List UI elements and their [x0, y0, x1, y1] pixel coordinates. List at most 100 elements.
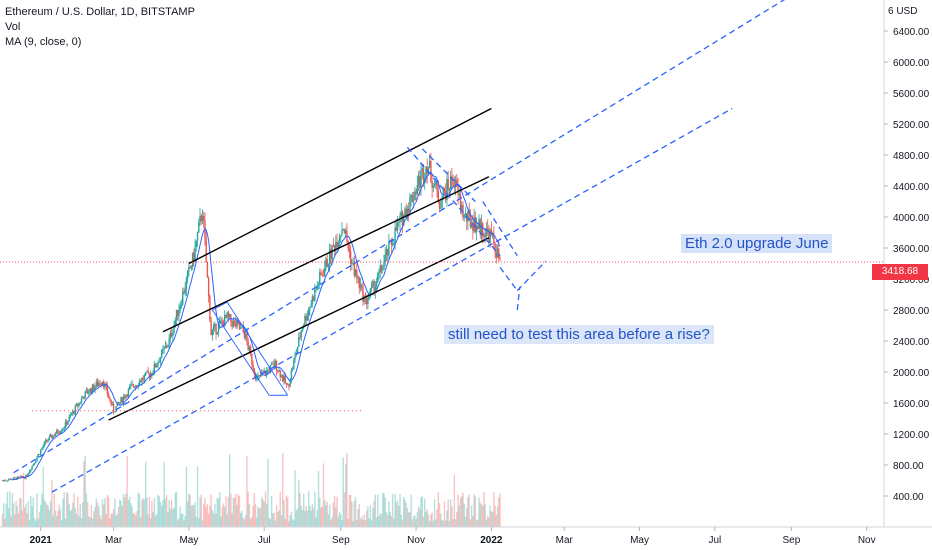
trend-drawings[interactable] — [13, 0, 797, 493]
candle-body — [59, 431, 62, 433]
volume-bar — [430, 514, 432, 527]
volume-bar — [404, 499, 406, 527]
volume-bar — [253, 493, 256, 527]
candle-body — [32, 464, 35, 466]
currency-label[interactable]: 6 USD — [888, 6, 918, 17]
volume-bar — [252, 506, 254, 527]
volume-bar — [205, 507, 207, 527]
volume-bar — [270, 496, 273, 527]
volume-bar — [183, 520, 185, 527]
test-area-note[interactable]: still need to test this area before a ri… — [444, 325, 714, 344]
volume-bar — [482, 505, 484, 527]
volume-bar — [261, 496, 263, 527]
volume-bar — [442, 520, 444, 527]
candle-body — [406, 208, 409, 219]
candle-body — [370, 285, 373, 289]
volume-bar — [412, 516, 415, 527]
volume-bar — [185, 466, 188, 527]
candle-body — [424, 177, 426, 182]
volume-bar — [321, 506, 323, 527]
upgrade-note[interactable]: Eth 2.0 upgrade June — [681, 234, 833, 253]
volume-bar — [426, 509, 428, 527]
volume-bar — [421, 496, 423, 527]
volume-bar — [212, 513, 215, 527]
volume-bar — [107, 497, 110, 527]
candle-body — [214, 323, 216, 327]
channel-solid-line — [188, 107, 492, 265]
volume-bar — [91, 518, 94, 527]
volume-bar — [227, 496, 230, 527]
candle-body — [85, 390, 88, 392]
candle-body — [475, 225, 478, 233]
volume-bar — [383, 493, 385, 527]
volume-bar — [204, 497, 206, 527]
volume-bar — [352, 520, 354, 527]
volume-indicator-label[interactable]: Vol — [5, 21, 21, 33]
candle-body — [440, 207, 442, 209]
volume-bar — [94, 507, 96, 527]
candle-body — [109, 397, 111, 400]
volume-bar — [268, 517, 270, 527]
candle-body — [300, 331, 302, 338]
volume-bar — [161, 505, 163, 527]
volume-bar — [290, 511, 293, 527]
candle-body — [6, 480, 9, 482]
volume-bar — [143, 499, 146, 527]
volume-bar — [146, 497, 148, 527]
candle-body — [246, 333, 248, 342]
candle-body — [411, 195, 414, 202]
candle-body — [48, 436, 51, 441]
volume-bar — [311, 504, 314, 527]
candle-body — [391, 244, 394, 245]
volume-bar — [52, 515, 54, 527]
volume-bar — [452, 519, 454, 527]
candle-body — [268, 370, 270, 373]
volume-bar — [332, 502, 335, 527]
candle-body — [219, 321, 221, 324]
volume-bar — [306, 510, 309, 527]
volume-bar — [337, 516, 339, 527]
candle-body — [156, 365, 158, 368]
time-axis[interactable]: 2021 Mar May Jul Sep Nov 2022 Mar May Jul Sep Nov — [0, 526, 932, 546]
candle-body — [317, 284, 320, 286]
volume-bar — [126, 456, 128, 527]
volume-bar — [494, 505, 496, 527]
candle-body — [296, 346, 299, 353]
volume-bar — [375, 517, 378, 527]
candle-body — [273, 363, 275, 368]
volume-bar — [343, 492, 346, 527]
candle-body — [428, 160, 431, 168]
candle-body — [77, 404, 79, 407]
volume-bar — [393, 518, 395, 527]
candle-body — [293, 359, 295, 369]
candle-body — [252, 364, 254, 369]
volume-bar — [437, 492, 439, 527]
candle-body — [3, 480, 5, 481]
ma-indicator-label[interactable]: MA (9, close, 0) — [5, 36, 82, 48]
volume-bar — [115, 515, 117, 527]
volume-bar — [135, 515, 137, 527]
candle-body — [205, 238, 207, 263]
volume-bar — [217, 498, 220, 527]
candle-body — [5, 480, 7, 482]
volume-bar — [327, 514, 330, 527]
candle-body — [220, 320, 222, 322]
volume-bar — [427, 514, 430, 527]
symbol-title[interactable]: Ethereum / U.S. Dollar, 1D, BITSTAMP — [5, 6, 195, 18]
volume-bar — [325, 505, 327, 527]
candle-body — [204, 220, 206, 239]
volume-bar — [351, 501, 353, 527]
candle-body — [483, 236, 485, 238]
volume-bar — [114, 498, 116, 527]
candle-body — [130, 384, 132, 387]
price-tick-label: 4800.00 — [893, 151, 930, 162]
time-tick-label: Mar — [556, 535, 574, 546]
price-axis[interactable]: 400.00 800.00 1200.00 1600.00 2000.00 2400.00… — [883, 0, 930, 527]
volume-bar — [32, 497, 35, 527]
candle-body — [337, 242, 339, 248]
volume-bar — [15, 500, 17, 527]
volume-bar — [275, 505, 278, 527]
candle-body — [270, 363, 273, 366]
